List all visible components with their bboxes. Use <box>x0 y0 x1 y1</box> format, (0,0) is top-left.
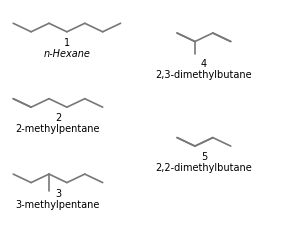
Text: 1: 1 <box>64 38 70 48</box>
Text: 2: 2 <box>55 113 61 123</box>
Text: 3: 3 <box>55 189 61 199</box>
Text: 2,3-dimethylbutane: 2,3-dimethylbutane <box>156 70 252 80</box>
Text: 5: 5 <box>201 152 207 162</box>
Text: 3-methylpentane: 3-methylpentane <box>16 200 100 210</box>
Text: 4: 4 <box>201 59 207 69</box>
Text: 2,2-dimethylbutane: 2,2-dimethylbutane <box>156 163 252 173</box>
Text: 2-methylpentane: 2-methylpentane <box>16 124 100 134</box>
Text: n-Hexane: n-Hexane <box>44 49 90 59</box>
